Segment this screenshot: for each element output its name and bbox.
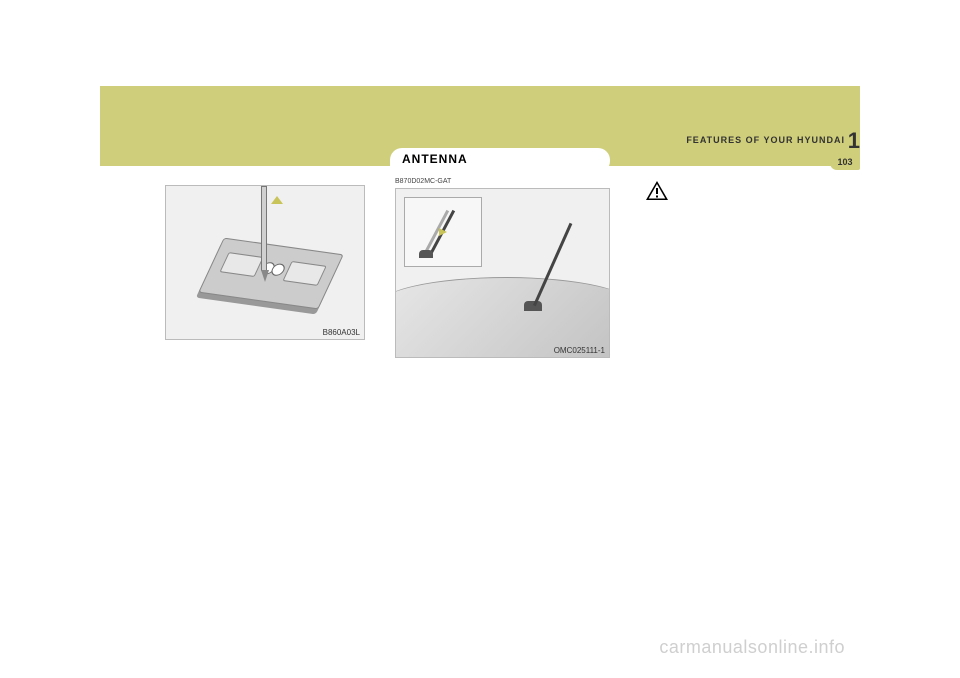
page-number-badge: 103 [830, 155, 860, 170]
cassette-window-right [282, 261, 326, 286]
section-title-tab: ANTENNA [390, 148, 610, 173]
antenna-base-inset [419, 250, 433, 258]
figure-label: B860A03L [323, 328, 360, 337]
cassette-body [198, 238, 344, 310]
chapter-number: 1 [848, 128, 860, 154]
rotate-arrow-icon [271, 196, 283, 204]
remove-arrow-icon [439, 228, 447, 236]
page-root: FEATURES OF YOUR HYUNDAI 1 103 ANTENNA B… [0, 0, 960, 678]
cassette-window-left [219, 252, 263, 277]
figure-antenna: OMC025111-1 [395, 188, 610, 358]
watermark: carmanualsonline.info [659, 637, 845, 658]
breadcrumb: FEATURES OF YOUR HYUNDAI [686, 135, 845, 145]
antenna-inset [404, 197, 482, 267]
figure-cassette: B860A03L [165, 185, 365, 340]
caution-icon [645, 180, 669, 201]
pencil [261, 186, 267, 271]
section-code: B870D02MC-GAT [395, 178, 451, 185]
figure-label: OMC025111-1 [554, 346, 605, 355]
